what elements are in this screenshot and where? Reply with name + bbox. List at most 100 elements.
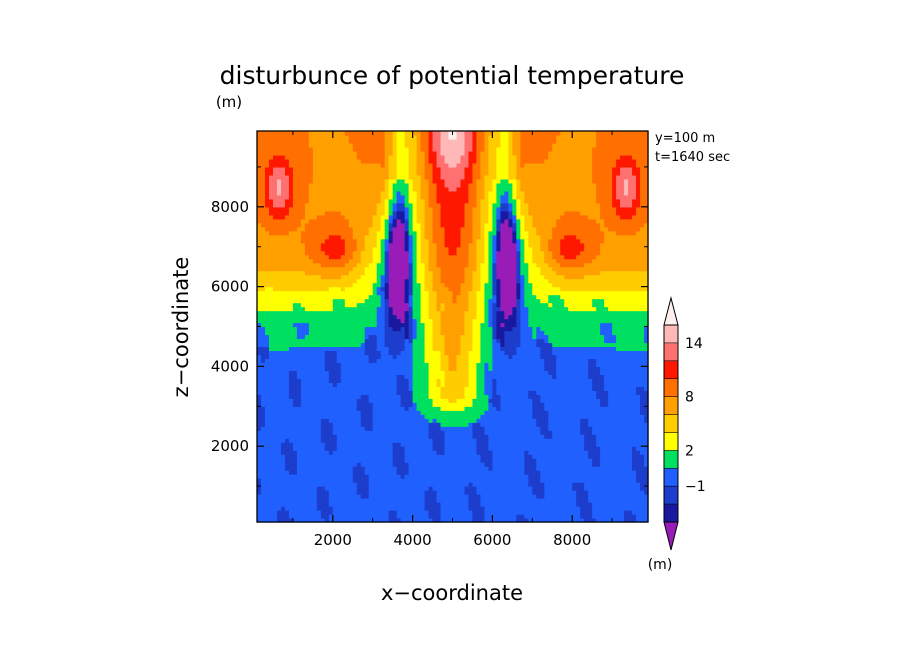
field-cell bbox=[644, 366, 649, 371]
field-cell bbox=[300, 406, 306, 411]
field-cell bbox=[432, 462, 438, 467]
field-cell bbox=[600, 498, 605, 503]
field-cell bbox=[632, 354, 637, 360]
field-cell bbox=[324, 350, 330, 356]
field-cell bbox=[352, 494, 358, 499]
field-cell bbox=[436, 434, 442, 439]
field-cell bbox=[296, 470, 302, 475]
field-cell bbox=[504, 366, 509, 371]
field-cell bbox=[264, 374, 270, 379]
field-cell bbox=[360, 370, 366, 375]
field-cell bbox=[280, 490, 286, 495]
field-cell bbox=[552, 454, 557, 459]
field-cell bbox=[416, 502, 422, 507]
field-cell bbox=[368, 346, 374, 352]
field-cell bbox=[444, 334, 450, 340]
field-cell bbox=[628, 430, 633, 435]
field-cell bbox=[492, 422, 497, 427]
field-cell bbox=[612, 338, 617, 344]
field-cell bbox=[384, 382, 390, 387]
field-cell bbox=[300, 446, 306, 451]
field-cell bbox=[628, 390, 633, 395]
field-cell bbox=[616, 406, 621, 411]
field-cell bbox=[284, 322, 290, 328]
field-cell bbox=[468, 386, 474, 391]
field-cell bbox=[448, 374, 454, 379]
field-cell bbox=[328, 458, 334, 463]
field-cell bbox=[257, 518, 262, 523]
field-cell bbox=[588, 466, 593, 471]
field-cell bbox=[584, 486, 589, 491]
field-cell bbox=[520, 398, 525, 403]
field-cell bbox=[304, 510, 310, 515]
field-cell bbox=[452, 406, 458, 411]
field-cell bbox=[536, 338, 541, 344]
field-cell bbox=[624, 330, 629, 336]
field-cell bbox=[284, 502, 290, 507]
field-cell bbox=[308, 498, 314, 503]
field-cell bbox=[544, 450, 549, 455]
field-cell bbox=[440, 354, 446, 360]
field-cell bbox=[636, 362, 641, 367]
field-cell bbox=[280, 510, 286, 515]
field-cell bbox=[516, 330, 521, 336]
field-cell bbox=[428, 386, 434, 391]
field-cell bbox=[572, 322, 577, 328]
field-cell bbox=[444, 346, 450, 352]
field-cell bbox=[536, 414, 541, 419]
field-cell bbox=[448, 506, 454, 511]
field-cell bbox=[416, 442, 422, 447]
field-cell bbox=[624, 490, 629, 495]
field-cell bbox=[564, 410, 569, 415]
field-cell bbox=[380, 422, 386, 427]
field-cell bbox=[636, 474, 641, 479]
field-cell bbox=[260, 486, 266, 491]
field-cell bbox=[540, 446, 545, 451]
field-cell bbox=[572, 458, 577, 463]
field-cell bbox=[464, 510, 470, 515]
field-cell bbox=[476, 446, 482, 451]
field-cell bbox=[340, 342, 346, 348]
field-cell bbox=[332, 426, 338, 431]
field-cell bbox=[576, 378, 581, 383]
field-cell bbox=[304, 362, 310, 367]
field-cell bbox=[300, 518, 306, 523]
field-cell bbox=[416, 466, 422, 471]
field-cell bbox=[412, 322, 418, 328]
field-cell bbox=[556, 366, 561, 371]
field-cell bbox=[384, 446, 390, 451]
field-cell bbox=[408, 514, 414, 519]
field-cell bbox=[588, 458, 593, 463]
field-cell bbox=[328, 350, 334, 356]
field-cell bbox=[340, 406, 346, 411]
field-cell bbox=[452, 514, 458, 519]
field-cell bbox=[300, 318, 306, 324]
field-cell bbox=[568, 450, 573, 455]
field-cell bbox=[356, 338, 362, 344]
field-cell bbox=[412, 474, 418, 479]
field-cell bbox=[508, 490, 513, 495]
field-cell bbox=[556, 466, 561, 471]
field-cell bbox=[540, 370, 545, 375]
field-cell bbox=[536, 422, 541, 427]
field-cell bbox=[436, 454, 442, 459]
field-cell bbox=[268, 438, 274, 443]
field-cell bbox=[468, 470, 474, 475]
field-cell bbox=[464, 330, 470, 336]
field-cell bbox=[544, 454, 549, 459]
field-cell bbox=[628, 406, 633, 411]
field-cell bbox=[408, 410, 414, 415]
field-cell bbox=[372, 430, 378, 435]
field-cell bbox=[520, 486, 525, 491]
field-cell bbox=[396, 362, 402, 367]
field-cell bbox=[624, 338, 629, 344]
field-cell bbox=[628, 414, 633, 419]
field-cell bbox=[476, 362, 482, 367]
field-cell bbox=[448, 486, 454, 491]
field-cell bbox=[600, 394, 605, 399]
field-cell bbox=[472, 358, 478, 364]
field-cell bbox=[412, 510, 418, 515]
field-cell bbox=[424, 358, 430, 364]
field-cell bbox=[600, 370, 605, 375]
field-cell bbox=[548, 382, 553, 387]
